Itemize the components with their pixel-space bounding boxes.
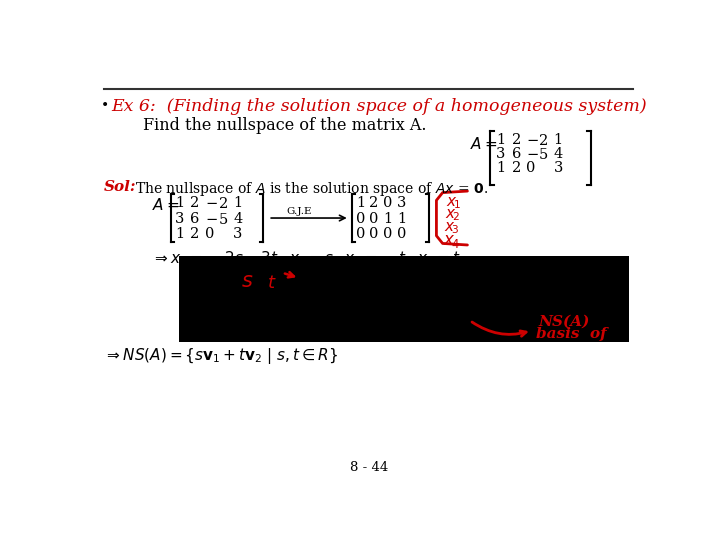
Text: 3: 3 [397,197,406,211]
Text: 1: 1 [496,161,505,175]
Text: 3: 3 [496,147,505,161]
Text: 6: 6 [513,147,522,161]
Text: 4: 4 [233,212,243,226]
Text: 1: 1 [175,197,184,211]
Text: 0: 0 [397,227,406,241]
Text: $A=$: $A=$ [152,197,179,213]
Text: G.J.E: G.J.E [286,207,312,215]
Text: 2: 2 [190,227,199,241]
Text: $\Rightarrow x_1 = -2s - 3t,\ x_2 = s,\ x_3 = -t,\ x_4 = t$: $\Rightarrow x_1 = -2s - 3t,\ x_2 = s,\ … [152,249,461,268]
Text: 0: 0 [356,212,365,226]
Text: 6: 6 [190,212,199,226]
Text: $t$: $t$ [266,274,276,292]
Text: 0: 0 [383,227,392,241]
Text: Ex 6:  (Finding the solution space of a homogeneous system): Ex 6: (Finding the solution space of a h… [112,98,647,115]
Text: 0: 0 [383,197,392,211]
Text: 8 - 44: 8 - 44 [350,462,388,475]
Text: 0: 0 [369,212,379,226]
Text: $x_{\!3}$: $x_{\!3}$ [444,220,460,236]
Text: $-$2: $-$2 [526,133,548,148]
Text: basis  of: basis of [536,327,606,341]
Text: Find the nullspace of the matrix A.: Find the nullspace of the matrix A. [143,117,426,134]
Text: 1: 1 [496,133,505,147]
Text: 1: 1 [356,197,365,211]
Text: $\!-\!$2: $\!-\!$2 [204,197,228,212]
Text: $s$: $s$ [241,271,253,291]
Text: $x_{\!1}$: $x_{\!1}$ [446,195,462,211]
Text: •: • [101,98,109,112]
Bar [179,256,629,342]
Text: 0: 0 [369,227,379,241]
Text: 2: 2 [369,197,378,211]
Text: 0: 0 [356,227,365,241]
Text: 3: 3 [233,227,243,241]
Text: 2: 2 [513,161,521,175]
Text: 1: 1 [175,227,184,241]
Text: The nullspace of $A$ is the solution space of $Ax$ = $\mathbf{0}$.: The nullspace of $A$ is the solution spa… [135,180,488,198]
Text: 2: 2 [513,133,521,147]
Text: 3: 3 [175,212,184,226]
Text: 1: 1 [554,133,562,147]
Text: $\!-\!$5: $\!-\!$5 [204,212,228,227]
Text: 1: 1 [233,197,243,211]
Text: 2: 2 [190,197,199,211]
Text: Sol:: Sol: [104,180,137,194]
Text: $\Rightarrow NS(A) = \{s\mathbf{v}_1 + t\mathbf{v}_2\ |\ s, t \in R\}$: $\Rightarrow NS(A) = \{s\mathbf{v}_1 + t… [104,346,338,366]
Text: $-$5: $-$5 [526,147,548,162]
Text: $x_{\!2}$: $x_{\!2}$ [445,207,460,223]
Text: 1: 1 [383,212,392,226]
Text: 4: 4 [554,147,563,161]
Text: $A=$: $A=$ [469,136,497,152]
Text: $x_{\!4}$: $x_{\!4}$ [443,233,459,249]
Text: NS(A): NS(A) [538,314,590,328]
Text: 3: 3 [554,161,563,175]
Text: 0: 0 [204,227,214,241]
Text: 0: 0 [526,161,535,175]
Text: 1: 1 [397,212,406,226]
